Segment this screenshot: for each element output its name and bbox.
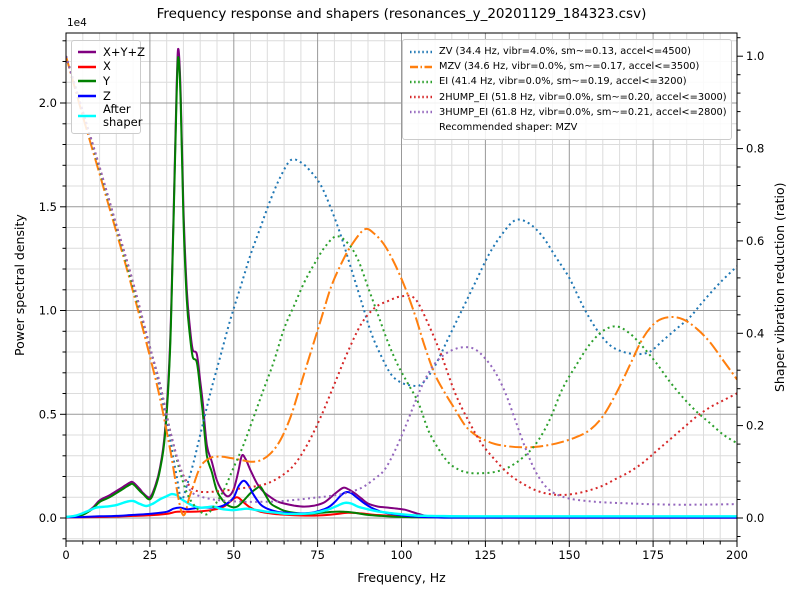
legend-psd: X+Y+Z X Y Z After shaper xyxy=(71,40,145,135)
legend-item: Z xyxy=(77,89,135,104)
y-right-tick-label: 1.0 xyxy=(746,49,764,63)
legend-line-sample xyxy=(410,95,432,99)
legend-shapers: ZV (34.4 Hz, vibr=4.0%, sm~=0.13, accel<… xyxy=(402,39,732,141)
curve-after-shaper xyxy=(66,492,737,519)
tick-labels: 0 25 50 75 100 125 150 175 200 0.0 0.5 1.0 1.5 2.0 0.0… xyxy=(39,49,765,562)
y-right-tick-label: 0.2 xyxy=(746,419,764,433)
curve-zv-34-4-hz-vibr-4-0-sm-0-13-accel-4500 xyxy=(66,55,737,501)
legend-item-label: ZV (34.4 Hz, vibr=4.0%, sm~=0.13, accel<… xyxy=(439,46,691,58)
y-right-tick-label: 0.8 xyxy=(746,142,764,156)
y-right-tick-label: 0.4 xyxy=(746,326,764,340)
legend-item-label: 3HUMP_EI (61.8 Hz, vibr=0.0%, sm~=0.21, … xyxy=(439,106,727,118)
curves xyxy=(66,47,737,519)
curve-y xyxy=(66,56,503,519)
legend-recommended-shaper: Recommended shaper: MZV xyxy=(439,122,578,134)
chart-title: Frequency response and shapers (resonanc… xyxy=(156,6,647,22)
legend-item: After shaper xyxy=(77,103,142,129)
y-left-tick-label: 1.5 xyxy=(39,200,57,214)
curve-ei-41-4-hz-vibr-0-0-sm-0-19-accel-3200 xyxy=(66,55,737,516)
legend-line-sample xyxy=(410,50,432,53)
x-tick-label: 75 xyxy=(310,548,325,562)
legend-item: X xyxy=(77,60,135,75)
y-axis-label-right: Shaper vibration reduction (ratio) xyxy=(772,182,787,392)
x-tick-label: 150 xyxy=(558,548,580,562)
x-tick-label: 125 xyxy=(474,548,496,562)
x-tick-label: 100 xyxy=(391,548,413,562)
x-tick-label: 0 xyxy=(62,548,69,562)
x-tick-label: 25 xyxy=(143,548,158,562)
legend-line-sample xyxy=(78,80,96,83)
legend-line-sample xyxy=(410,65,432,69)
legend-item: X+Y+Z xyxy=(77,45,145,60)
legend-item-label: Y xyxy=(103,74,111,89)
x-tick-label: 200 xyxy=(726,548,748,562)
y-left-tick-label: 2.0 xyxy=(39,96,57,110)
tick-marks xyxy=(60,37,743,547)
y-right-tick-label: 0.0 xyxy=(746,511,764,525)
x-tick-label: 50 xyxy=(226,548,241,562)
legend-item-label: MZV (34.6 Hz, vibr=0.0%, sm~=0.17, accel… xyxy=(439,61,700,73)
y-axis-offset-label: 1e4 xyxy=(67,17,87,29)
legend-item: ZV (34.4 Hz, vibr=4.0%, sm~=0.13, accel<… xyxy=(409,44,725,59)
legend-item-label: X xyxy=(103,59,111,74)
legend-line-sample xyxy=(410,111,432,114)
legend-line-sample xyxy=(410,80,432,84)
legend-item-label: EI (41.4 Hz, vibr=0.0%, sm~=0.19, accel<… xyxy=(439,76,687,88)
legend-item: MZV (34.6 Hz, vibr=0.0%, sm~=0.17, accel… xyxy=(409,59,725,74)
legend-line-sample xyxy=(78,65,96,69)
legend-item-label: X+Y+Z xyxy=(103,44,146,59)
legend-line-sample xyxy=(78,94,96,98)
legend-item: EI (41.4 Hz, vibr=0.0%, sm~=0.19, accel<… xyxy=(409,74,725,89)
legend-line-sample xyxy=(78,114,96,118)
x-tick-label: 175 xyxy=(642,548,664,562)
y-left-tick-label: 0.5 xyxy=(39,407,57,421)
legend-item: 2HUMP_EI (51.8 Hz, vibr=0.0%, sm~=0.20, … xyxy=(409,90,727,105)
legend-item: Y xyxy=(77,74,135,89)
legend-line-sample xyxy=(78,50,96,54)
y-axis-label-left: Power spectral density xyxy=(12,214,27,356)
curve-mzv-34-6-hz-vibr-0-0-sm-0-17-accel-3500 xyxy=(66,55,737,517)
x-axis-label: Frequency, Hz xyxy=(357,570,446,585)
legend-item-label: 2HUMP_EI (51.8 Hz, vibr=0.0%, sm~=0.20, … xyxy=(439,91,727,103)
legend-item-label: Z xyxy=(103,88,111,103)
y-left-tick-label: 1.0 xyxy=(39,304,57,318)
legend-item-label: After shaper xyxy=(103,102,143,130)
curve-x-y-z xyxy=(66,47,737,519)
y-right-tick-label: 0.6 xyxy=(746,234,764,248)
legend-item: 3HUMP_EI (61.8 Hz, vibr=0.0%, sm~=0.21, … xyxy=(409,105,727,120)
curve-2hump-ei-51-8-hz-vibr-0-0-sm-0-20-accel-3000 xyxy=(66,55,737,496)
y-left-tick-label: 0.0 xyxy=(39,511,57,525)
